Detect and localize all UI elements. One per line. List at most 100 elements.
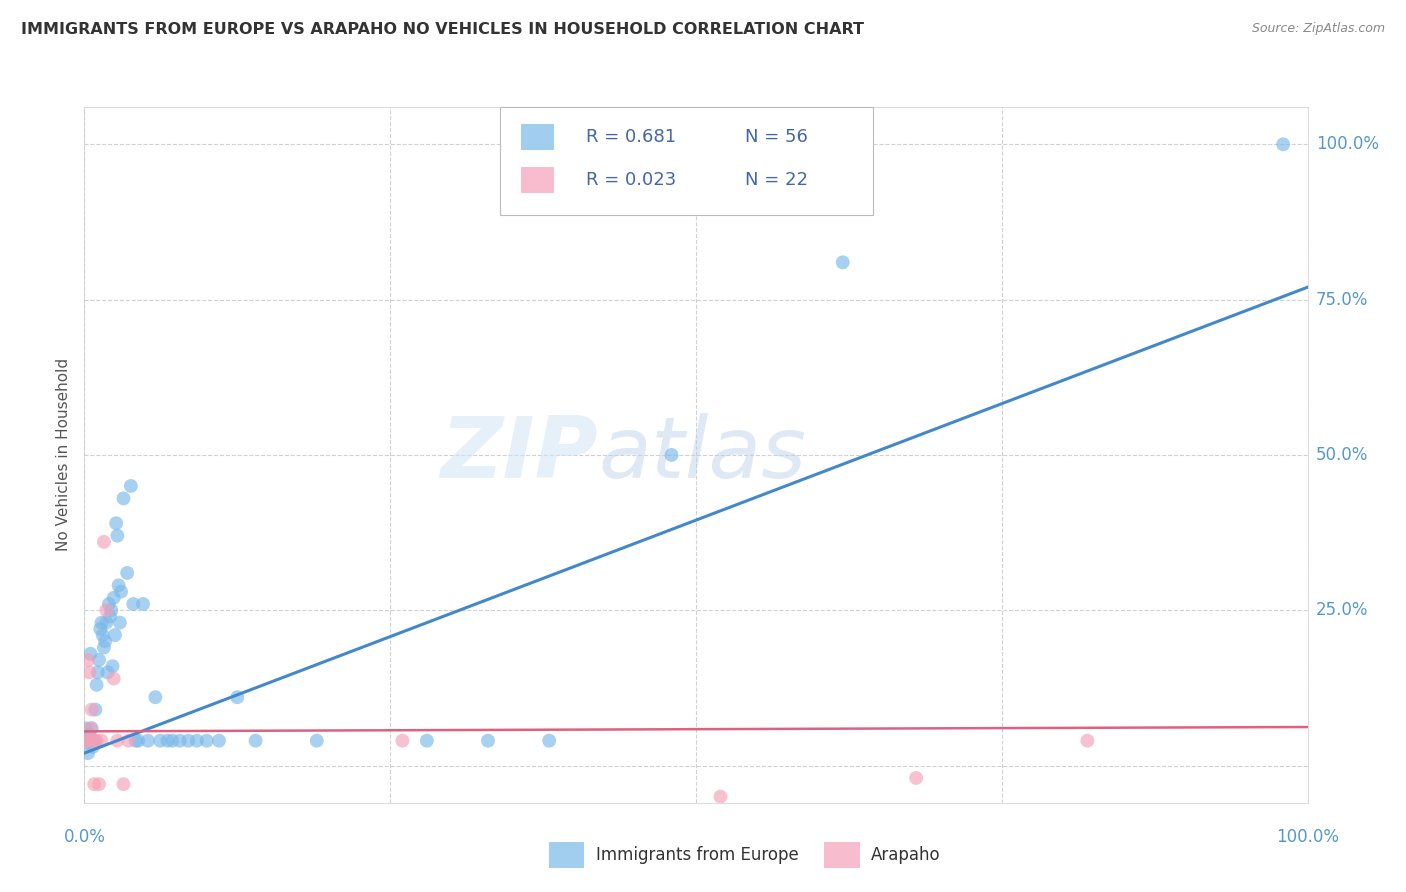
- Point: [226, 690, 249, 705]
- Point: [97, 665, 120, 680]
- Point: [96, 615, 118, 630]
- Point: [112, 491, 135, 506]
- Point: [86, 733, 108, 747]
- Point: [245, 733, 267, 747]
- Text: Source: ZipAtlas.com: Source: ZipAtlas.com: [1251, 22, 1385, 36]
- Point: [80, 703, 103, 717]
- Text: 100.0%: 100.0%: [1277, 828, 1339, 846]
- Point: [125, 733, 148, 747]
- Point: [97, 597, 120, 611]
- Point: [103, 672, 125, 686]
- FancyBboxPatch shape: [522, 167, 554, 194]
- Point: [110, 584, 132, 599]
- Point: [84, 733, 107, 747]
- Point: [1272, 137, 1295, 152]
- Point: [149, 733, 172, 747]
- Point: [208, 733, 231, 747]
- Point: [1076, 733, 1098, 747]
- Text: 50.0%: 50.0%: [1316, 446, 1368, 464]
- Point: [538, 733, 561, 747]
- Point: [156, 733, 179, 747]
- Text: R = 0.023: R = 0.023: [586, 171, 676, 189]
- Point: [103, 591, 125, 605]
- Point: [143, 690, 166, 705]
- FancyBboxPatch shape: [550, 842, 585, 868]
- Point: [831, 255, 853, 269]
- Point: [127, 733, 149, 747]
- Point: [93, 640, 115, 655]
- Point: [84, 703, 107, 717]
- Point: [77, 653, 100, 667]
- Point: [101, 659, 124, 673]
- Text: 75.0%: 75.0%: [1316, 291, 1368, 309]
- Point: [195, 733, 218, 747]
- Point: [100, 603, 122, 617]
- Point: [108, 615, 131, 630]
- FancyBboxPatch shape: [522, 124, 554, 150]
- Point: [87, 665, 110, 680]
- Text: IMMIGRANTS FROM EUROPE VS ARAPAHO NO VEHICLES IN HOUSEHOLD CORRELATION CHART: IMMIGRANTS FROM EUROPE VS ARAPAHO NO VEH…: [21, 22, 865, 37]
- Point: [905, 771, 928, 785]
- Y-axis label: No Vehicles in Household: No Vehicles in Household: [56, 359, 72, 551]
- Point: [90, 733, 112, 747]
- Point: [120, 479, 142, 493]
- Point: [82, 739, 104, 754]
- Point: [83, 777, 105, 791]
- Point: [117, 733, 139, 747]
- Point: [162, 733, 184, 747]
- Point: [96, 603, 118, 617]
- Text: atlas: atlas: [598, 413, 806, 497]
- Point: [77, 727, 100, 741]
- Point: [75, 733, 97, 747]
- Point: [477, 733, 499, 747]
- Point: [76, 733, 98, 747]
- Point: [104, 628, 127, 642]
- Point: [305, 733, 328, 747]
- Text: N = 56: N = 56: [745, 128, 808, 146]
- Text: 25.0%: 25.0%: [1316, 601, 1368, 619]
- Point: [122, 597, 145, 611]
- Point: [105, 516, 128, 531]
- Point: [169, 733, 191, 747]
- Text: 0.0%: 0.0%: [63, 828, 105, 846]
- Point: [90, 615, 112, 630]
- Text: R = 0.681: R = 0.681: [586, 128, 676, 146]
- Point: [89, 622, 111, 636]
- Point: [115, 566, 138, 580]
- Text: ZIP: ZIP: [440, 413, 598, 497]
- Point: [87, 777, 110, 791]
- Text: Arapaho: Arapaho: [870, 846, 941, 864]
- Point: [86, 678, 108, 692]
- Point: [112, 777, 135, 791]
- Point: [98, 609, 121, 624]
- Point: [77, 746, 100, 760]
- FancyBboxPatch shape: [501, 107, 873, 215]
- Point: [82, 733, 104, 747]
- Text: N = 22: N = 22: [745, 171, 808, 189]
- Text: 100.0%: 100.0%: [1316, 136, 1379, 153]
- Point: [79, 647, 101, 661]
- Point: [77, 665, 100, 680]
- Point: [136, 733, 159, 747]
- Point: [94, 634, 117, 648]
- Point: [132, 597, 155, 611]
- Point: [107, 578, 129, 592]
- Point: [80, 721, 103, 735]
- Point: [186, 733, 208, 747]
- Point: [83, 733, 105, 747]
- Point: [87, 653, 110, 667]
- Point: [661, 448, 683, 462]
- Point: [416, 733, 439, 747]
- Point: [75, 721, 97, 735]
- Point: [91, 628, 114, 642]
- Text: Immigrants from Europe: Immigrants from Europe: [596, 846, 799, 864]
- Point: [177, 733, 200, 747]
- Point: [93, 534, 115, 549]
- Point: [105, 529, 128, 543]
- Point: [391, 733, 413, 747]
- Point: [76, 733, 98, 747]
- Point: [709, 789, 731, 804]
- FancyBboxPatch shape: [824, 842, 859, 868]
- Point: [105, 733, 128, 747]
- Point: [79, 721, 101, 735]
